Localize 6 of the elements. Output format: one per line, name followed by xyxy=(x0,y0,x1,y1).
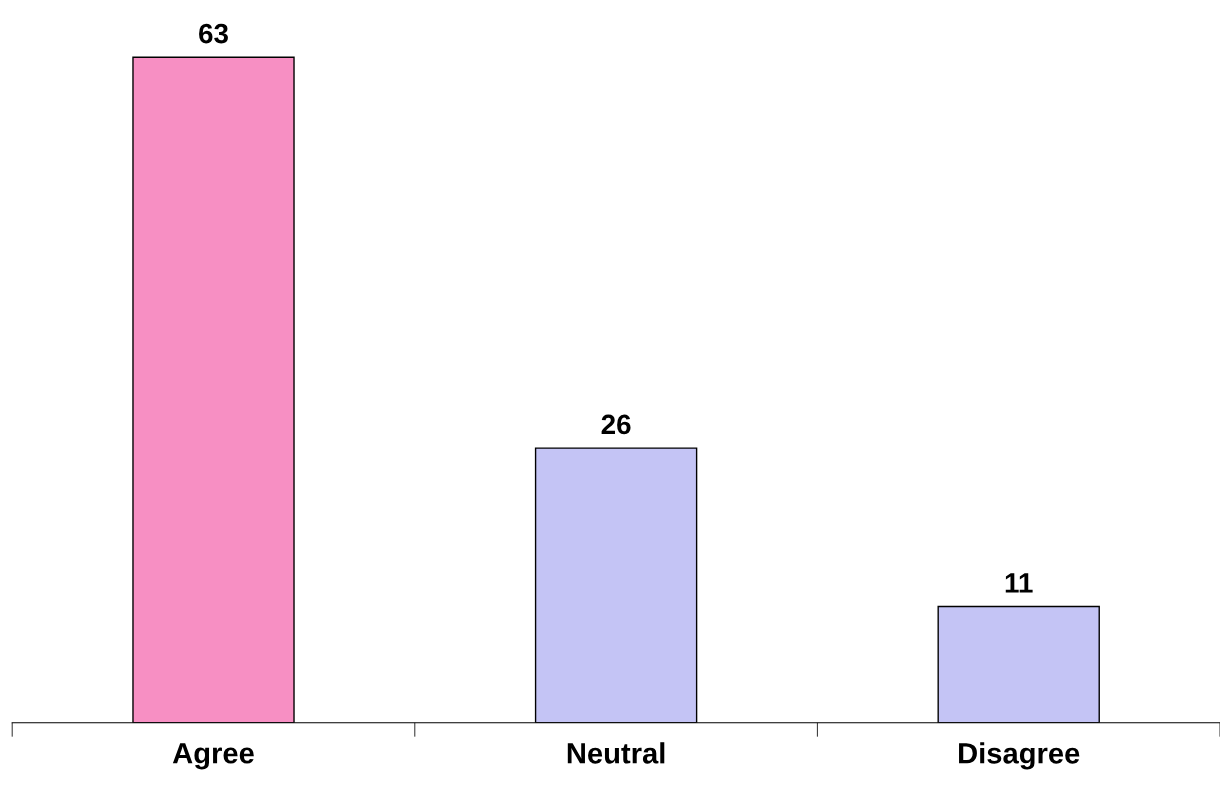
x-tick-label: Agree xyxy=(172,743,254,770)
data-label: 26 xyxy=(601,414,631,435)
data-label: 63 xyxy=(199,23,228,44)
x-tick-label: Disagree xyxy=(959,742,1080,770)
data-label: 11 xyxy=(1005,573,1033,593)
x-tick-label: Neutral xyxy=(567,742,665,764)
